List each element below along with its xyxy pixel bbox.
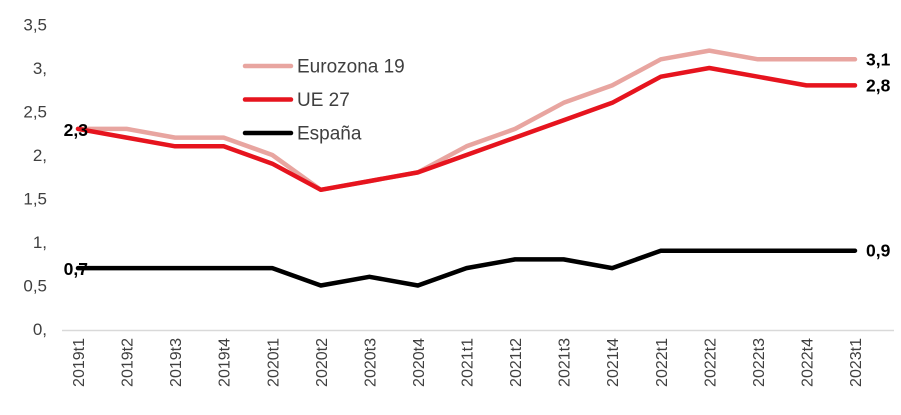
legend-label-eurozona-19: Eurozona 19 <box>297 57 405 78</box>
x-tick-label: 2019t2 <box>120 338 137 387</box>
x-tick-label: 2021t1 <box>460 338 477 387</box>
legend: Eurozona 19 UE 27 España <box>242 57 405 145</box>
x-tick-label: 2020t2 <box>314 338 331 387</box>
y-tick-label: 1, <box>33 233 47 252</box>
series-line-ue-27 <box>75 65 858 193</box>
x-tick-label: 2022t4 <box>799 338 816 387</box>
x-tick-label: 2021t2 <box>508 338 525 387</box>
x-tick-label: 2022t3 <box>751 338 768 387</box>
x-tick-label: 2022t1 <box>654 338 671 387</box>
y-tick-label: 3, <box>33 59 47 78</box>
x-tick-label: 2019t1 <box>71 338 88 387</box>
y-tick-label: 2,5 <box>23 103 47 122</box>
y-tick-label: 3,5 <box>23 16 47 35</box>
x-tick-label: 2023t1 <box>848 338 865 387</box>
y-tick-label: 0,5 <box>23 277 47 296</box>
y-tick-label: 0, <box>33 320 47 339</box>
data-label-end-espa-a: 0,9 <box>866 241 891 261</box>
data-label-end-eurozona-19: 3,1 <box>866 49 891 69</box>
data-label-end-ue-27: 2,8 <box>866 75 891 95</box>
legend-item-eurozona-19: Eurozona 19 <box>242 57 405 78</box>
legend-item-espa-a: España <box>242 124 362 145</box>
x-tick-label: 2020t3 <box>362 338 379 387</box>
series-line-espa-a <box>75 248 858 288</box>
x-tick-label: 2022t2 <box>702 338 719 387</box>
x-tick-label: 2020t4 <box>411 338 428 387</box>
data-label-start-espa-a: 0,7 <box>64 259 88 279</box>
data-label-start-ue-27: 2,3 <box>64 120 89 140</box>
x-tick-label: 2021t3 <box>557 338 574 387</box>
legend-label-espa-a: España <box>297 124 362 145</box>
series-line-eurozona-19 <box>75 48 858 193</box>
x-tick-label: 2019t3 <box>168 338 185 387</box>
y-tick-label: 1,5 <box>23 190 47 209</box>
x-tick-label: 2021t4 <box>605 338 622 387</box>
legend-item-ue-27: UE 27 <box>242 90 350 111</box>
legend-label-ue-27: UE 27 <box>297 90 350 111</box>
y-tick-label: 2, <box>33 146 47 165</box>
x-tick-label: 2020t1 <box>265 338 282 387</box>
x-tick-label: 2019t4 <box>217 338 234 387</box>
